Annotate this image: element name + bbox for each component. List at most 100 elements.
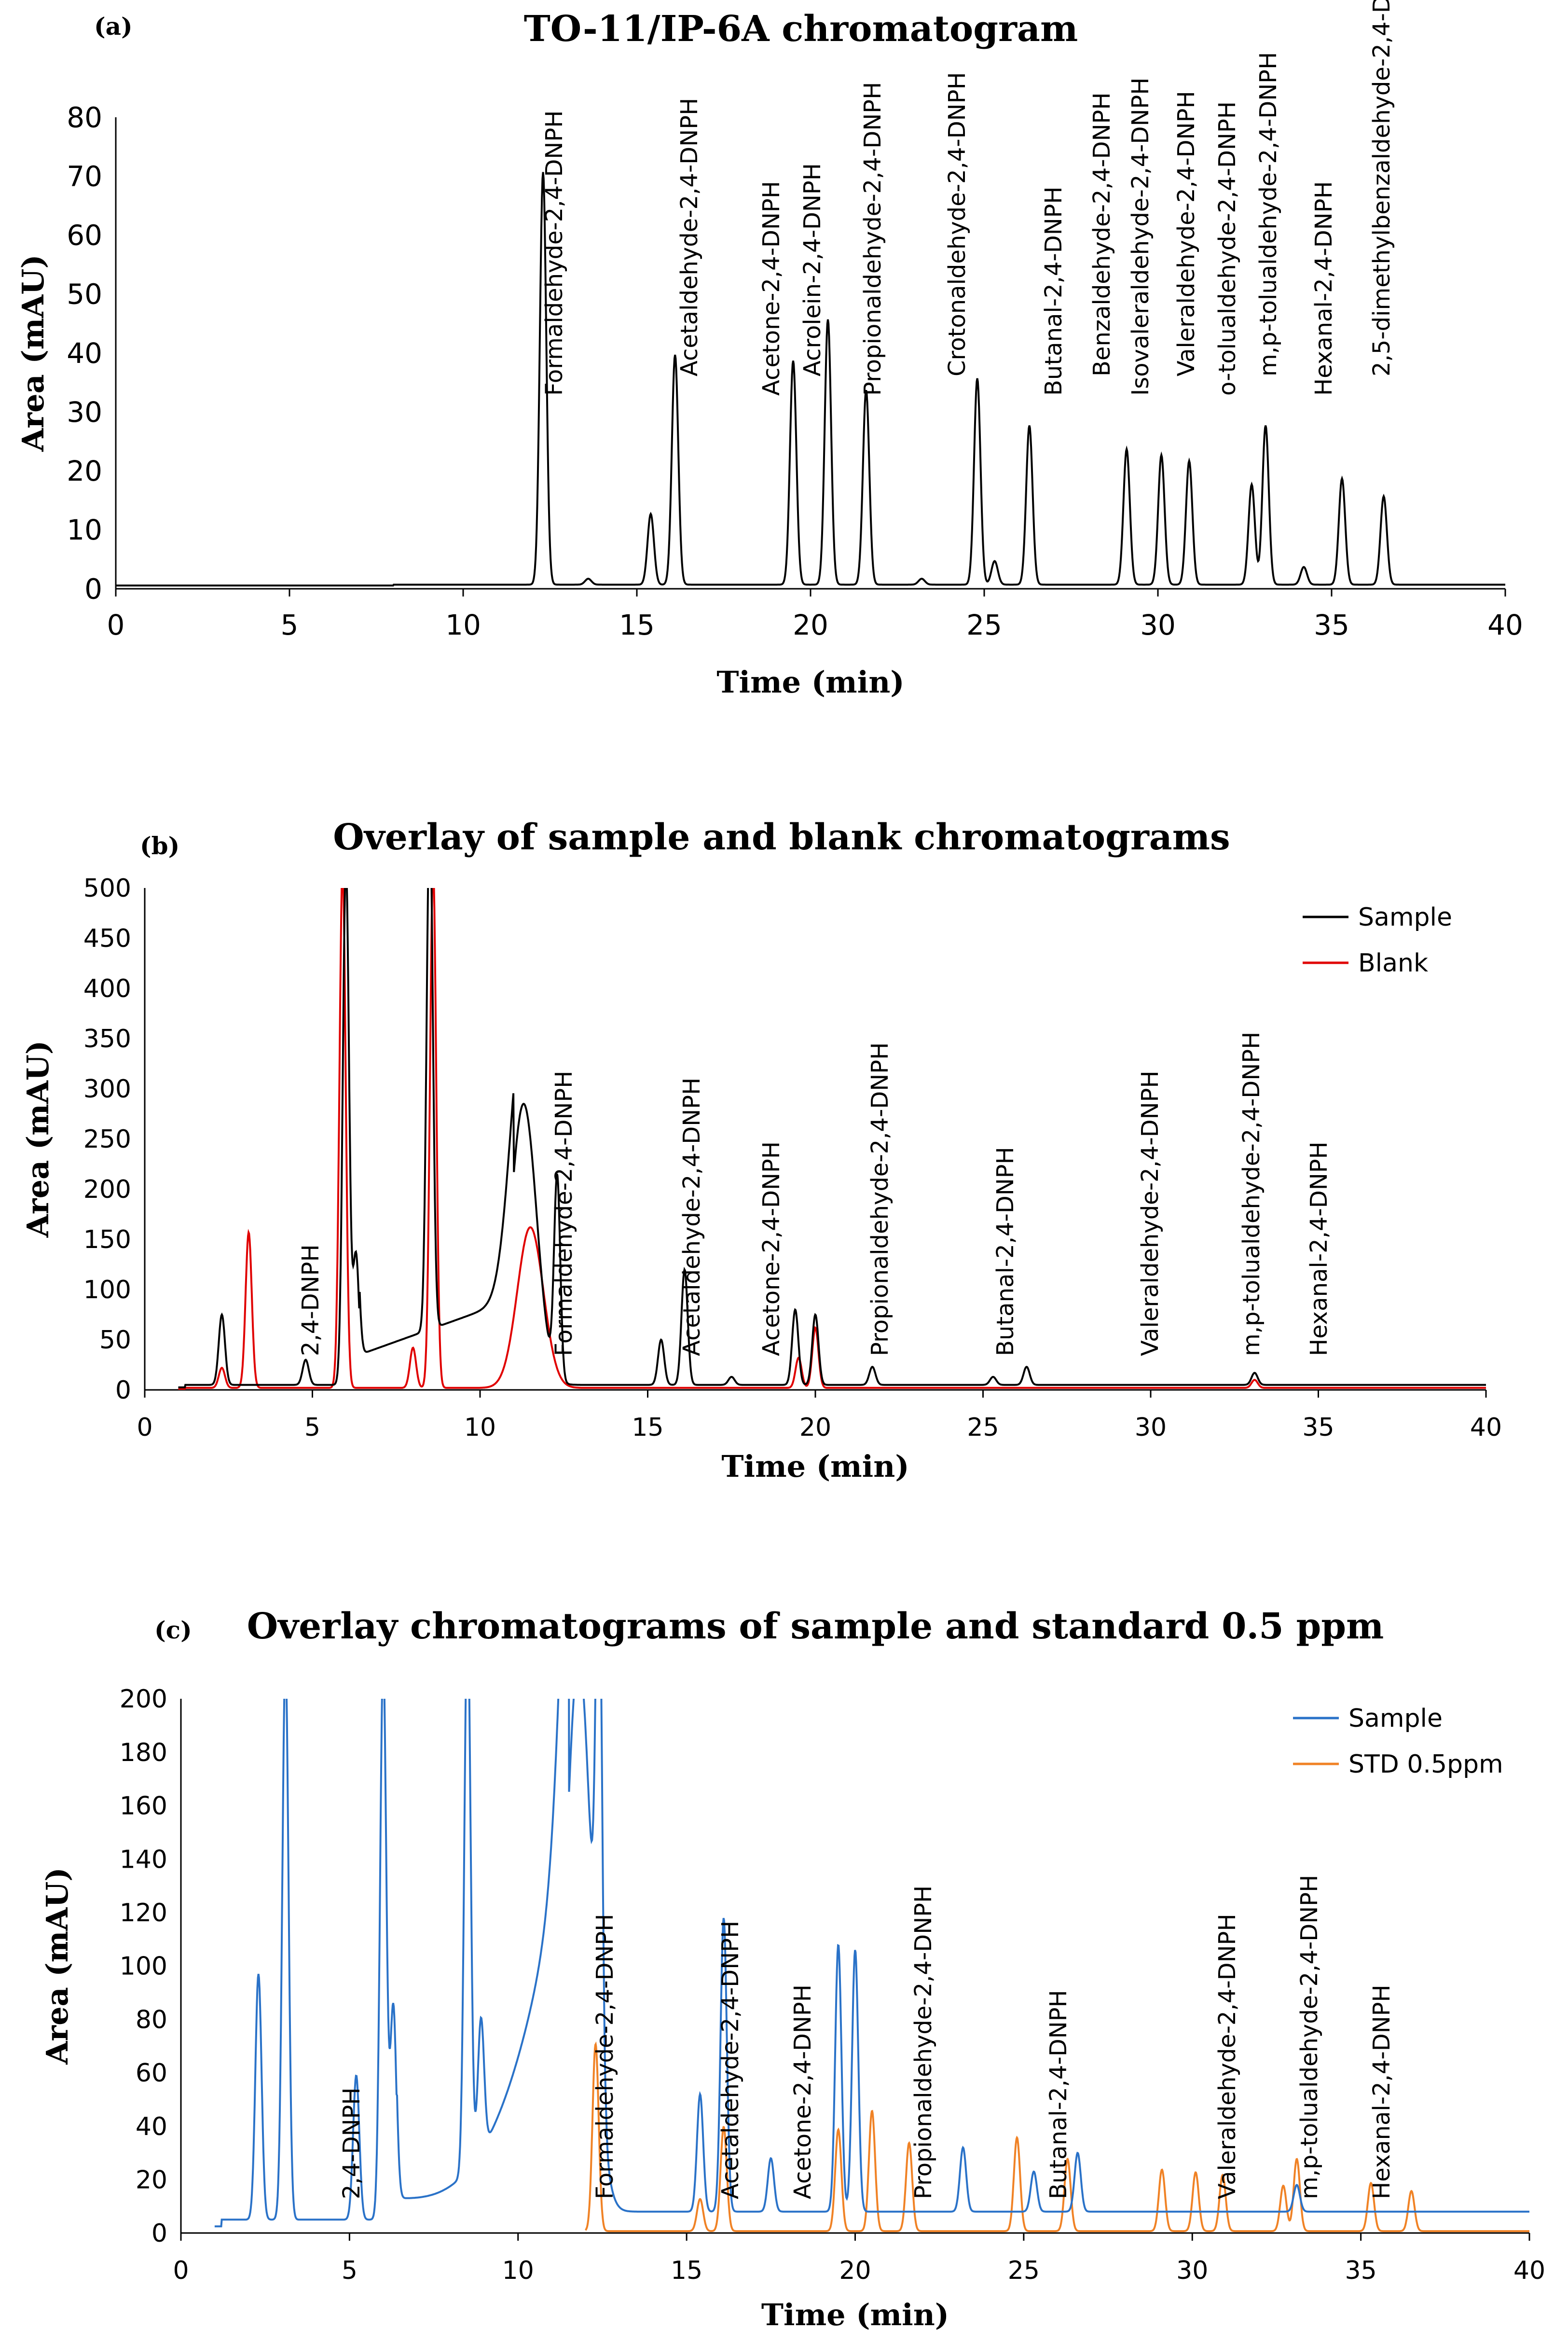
y-tick-label: 40 (136, 2112, 167, 2141)
peak-label: Acetaldehyde-2,4-DNPH (676, 98, 703, 376)
x-tick-label: 35 (1314, 609, 1349, 641)
x-tick-label: 15 (619, 609, 655, 641)
peak-label: m,p-tolualdehyde-2,4-DNPH (1255, 52, 1282, 376)
y-tick-label: 400 (83, 974, 131, 1003)
series-line-std-0-5ppm (585, 2041, 1529, 2233)
x-axis-label: Time (min) (716, 665, 904, 700)
y-tick-label: 40 (67, 337, 102, 370)
x-tick-label: 10 (445, 609, 481, 641)
y-tick-label: 60 (136, 2059, 167, 2088)
peak-label: Formaldehyde-2,4-DNPH (591, 1914, 619, 2199)
y-axis-label: Area (mAU) (40, 1867, 75, 2065)
peak-label: Valeraldehyde-2,4-DNPH (1137, 1070, 1164, 1356)
x-tick-label: 25 (1008, 2256, 1040, 2285)
y-tick-label: 70 (67, 160, 102, 193)
x-axis-label: Time (min) (721, 1449, 909, 1484)
y-tick-label: 250 (83, 1125, 131, 1154)
legend-label: STD 0.5ppm (1348, 1750, 1503, 1779)
peak-label: Hexanal-2,4-DNPH (1306, 1141, 1333, 1356)
peak-label: Acrolein-2,4-DNPH (799, 163, 826, 376)
peak-label: 2,4-DNPH (297, 1244, 324, 1356)
y-tick-label: 180 (120, 1738, 167, 1767)
x-axis-label: Time (min) (761, 2297, 949, 2332)
x-tick-label: 30 (1135, 1413, 1167, 1442)
peak-label: Propionaldehyde-2,4-DNPH (910, 1886, 937, 2199)
y-tick-label: 20 (136, 2166, 167, 2195)
peak-label: Butanal-2,4-DNPH (992, 1147, 1019, 1356)
x-tick-label: 0 (137, 1413, 152, 1442)
peak-label: m,p-tolualdehyde-2,4-DNPH (1296, 1875, 1323, 2199)
x-tick-label: 20 (839, 2256, 871, 2285)
y-tick-label: 10 (67, 513, 102, 546)
peak-label: Hexanal-2,4-DNPH (1310, 181, 1337, 396)
peak-label: Propionaldehyde-2,4-DNPH (859, 82, 886, 396)
x-tick-label: 30 (1176, 2256, 1208, 2285)
y-tick-label: 50 (99, 1326, 131, 1355)
chart-title: Overlay of sample and blank chromatogram… (333, 817, 1230, 858)
chart-title: Overlay chromatograms of sample and stan… (247, 1606, 1384, 1647)
x-tick-label: 5 (342, 2256, 358, 2285)
y-tick-label: 100 (120, 1952, 167, 1981)
x-tick-label: 25 (966, 609, 1002, 641)
y-tick-label: 300 (83, 1075, 131, 1104)
y-tick-label: 140 (120, 1845, 167, 1874)
panel-label: (a) (94, 12, 133, 41)
x-tick-label: 15 (632, 1413, 663, 1442)
peak-label: Acetone-2,4-DNPH (758, 1141, 785, 1356)
peak-label: 2,4-DNPH (338, 2087, 365, 2199)
y-axis-label: Area (mAU) (15, 254, 51, 452)
x-tick-label: 15 (671, 2256, 702, 2285)
y-tick-label: 0 (84, 572, 102, 605)
x-tick-label: 40 (1513, 2256, 1545, 2285)
y-tick-label: 100 (83, 1276, 131, 1304)
peak-label: Butanal-2,4-DNPH (1045, 1990, 1072, 2199)
x-tick-label: 0 (173, 2256, 189, 2285)
y-tick-label: 450 (83, 924, 131, 953)
y-tick-label: 20 (67, 455, 102, 487)
y-tick-label: 160 (120, 1792, 167, 1821)
peak-label: Crotonaldehyde-2,4-DNPH (944, 72, 971, 376)
y-tick-label: 350 (83, 1025, 131, 1054)
peak-label: Hexanal-2,4-DNPH (1368, 1984, 1395, 2199)
series-line-blank (178, 888, 1486, 1390)
x-tick-label: 5 (281, 609, 299, 641)
x-tick-label: 25 (967, 1413, 999, 1442)
peak-label: Acetaldehyde-2,4-DNPH (717, 1921, 744, 2199)
y-tick-label: 500 (83, 874, 131, 903)
peak-label: Valeraldehyde-2,4-DNPH (1173, 91, 1200, 376)
y-tick-label: 200 (120, 1685, 167, 1714)
chart-panel-a: (a) TO-11/IP-6A chromatogram0102030405060… (15, 0, 1523, 700)
y-axis-label: Area (mAU) (20, 1040, 55, 1238)
peak-label: Formaldehyde-2,4-DNPH (550, 1071, 578, 1356)
x-tick-label: 10 (464, 1413, 496, 1442)
panel-label: (c) (154, 1616, 192, 1644)
peak-label: Acetone-2,4-DNPH (758, 181, 785, 396)
legend-label: Blank (1358, 949, 1428, 978)
y-tick-label: 150 (83, 1225, 131, 1254)
series-line-sample (214, 1699, 1529, 2228)
peak-label: Isovaleraldehyde-2,4-DNPH (1127, 78, 1154, 396)
x-tick-label: 20 (793, 609, 828, 641)
y-tick-label: 200 (83, 1175, 131, 1204)
chart-title: TO-11/IP-6A chromatogram (524, 8, 1078, 50)
y-tick-label: 80 (67, 101, 102, 134)
peak-label: Propionaldehyde-2,4-DNPH (867, 1042, 894, 1356)
peak-label: Acetone-2,4-DNPH (789, 1984, 816, 2199)
peak-label: Benzaldehyde-2,4-DNPH (1088, 92, 1115, 376)
series-line-chromatogram (116, 172, 1505, 587)
x-tick-label: 10 (502, 2256, 534, 2285)
y-tick-label: 60 (67, 219, 102, 252)
panel-label: (b) (140, 832, 179, 860)
peak-label: Formaldehyde-2,4-DNPH (541, 111, 568, 396)
x-tick-label: 0 (107, 609, 125, 641)
peak-label: Butanal-2,4-DNPH (1040, 186, 1067, 396)
x-tick-label: 20 (799, 1413, 831, 1442)
x-tick-label: 35 (1302, 1413, 1334, 1442)
x-tick-label: 5 (304, 1413, 320, 1442)
x-tick-label: 40 (1487, 609, 1523, 641)
peak-label: o-tolualdehyde-2,4-DNPH (1214, 101, 1241, 396)
y-tick-label: 0 (115, 1376, 131, 1405)
series-line-sample (178, 888, 1486, 1388)
x-tick-label: 40 (1470, 1413, 1502, 1442)
